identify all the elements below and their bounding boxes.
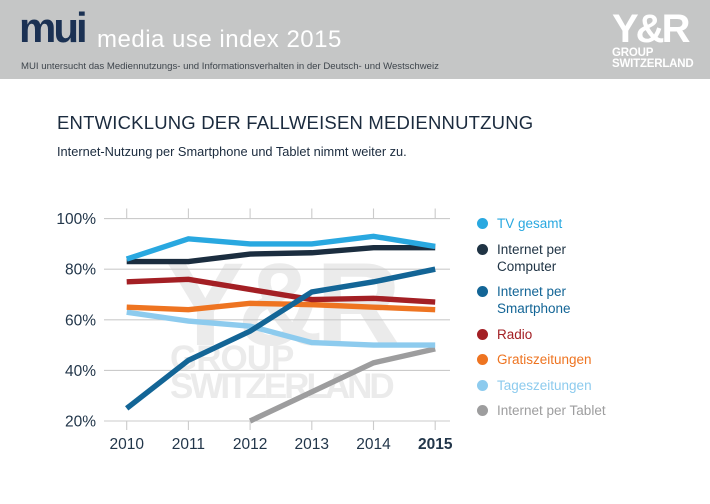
- legend-dot-icon: [477, 405, 488, 416]
- legend-dot-icon: [477, 328, 488, 340]
- series-line-internet-per-smartphone: [125, 266, 436, 411]
- legend-dot-icon: [477, 354, 488, 365]
- series-line-internet-per-computer: [126, 244, 436, 265]
- series-line-gratiszeitungen: [126, 300, 436, 313]
- legend-item-internet-per-computer: Internet per Computer: [477, 241, 606, 275]
- y-axis-label: 40%: [65, 363, 96, 380]
- legend-label: Internet per Tablet: [497, 403, 606, 418]
- y-axis-label: 100%: [56, 211, 96, 228]
- x-axis-label: 2010: [109, 436, 144, 453]
- watermark-switzerland: SWITZERLAND: [170, 367, 393, 406]
- legend-label: Tageszeitungen: [497, 377, 592, 393]
- legend-dot-icon: [477, 218, 488, 229]
- header-description: MUI untersucht das Mediennutzungs- und I…: [21, 61, 439, 72]
- y-axis-label: 80%: [65, 262, 96, 279]
- header-band: mui media use index 2015 MUI untersucht …: [0, 0, 710, 79]
- legend-label: Internet per Smartphone: [497, 284, 571, 316]
- x-axis-label: 2011: [172, 436, 205, 453]
- yr-logo-group: GROUP: [612, 47, 654, 59]
- yr-logo-name: Y&R: [612, 7, 690, 51]
- chart-legend: TV gesamt Internet per Computer Internet…: [477, 215, 606, 419]
- x-axis-label: 2015: [418, 436, 453, 453]
- legend-item-internet-per-tablet: Internet per Tablet: [477, 402, 606, 419]
- legend-item-tv-gesamt: TV gesamt: [477, 215, 606, 232]
- legend-item-gratiszeitungen: Gratiszeitungen: [477, 351, 606, 368]
- mui-logo: mui: [19, 4, 88, 51]
- y-axis-label: 20%: [65, 414, 96, 431]
- legend-label: TV gesamt: [497, 216, 563, 231]
- page-title: ENTWICKLUNG DER FALLWEISEN MEDIENNUTZUNG: [57, 112, 534, 133]
- page-subtitle: Internet-Nutzung per Smartphone und Tabl…: [57, 144, 407, 159]
- legend-item-internet-per-smartphone: Internet per Smartphone: [477, 283, 606, 317]
- yr-group-logo: Y&R GROUP SWITZERLAND: [612, 7, 704, 70]
- x-axis-label: 2013: [295, 436, 329, 453]
- header-title: media use index 2015: [97, 26, 342, 53]
- x-axis-label: 2012: [233, 436, 267, 453]
- line-chart: Y&R GROUP SWITZERLAND 100%80%60%40%20%20…: [56, 208, 453, 453]
- legend-dot-icon: [477, 243, 488, 255]
- legend-label: Radio: [497, 326, 533, 342]
- legend-dot-icon: [477, 379, 488, 391]
- legend-item-radio: Radio: [477, 326, 606, 343]
- x-axis-label: 2014: [356, 436, 391, 453]
- legend-dot-icon: [477, 286, 488, 297]
- series-line-tageszeitungen: [126, 309, 436, 348]
- series-line-tv-gesamt: [125, 233, 436, 262]
- series-line-internet-per-tablet: [248, 346, 436, 424]
- series-line-radio: [126, 276, 436, 305]
- legend-item-tageszeitungen: Tageszeitungen: [477, 377, 606, 394]
- legend-label: Gratiszeitungen: [497, 352, 592, 367]
- yr-logo-switzerland: SWITZERLAND: [612, 58, 694, 70]
- y-axis-label: 60%: [65, 312, 96, 329]
- legend-label: Internet per Computer: [497, 241, 567, 274]
